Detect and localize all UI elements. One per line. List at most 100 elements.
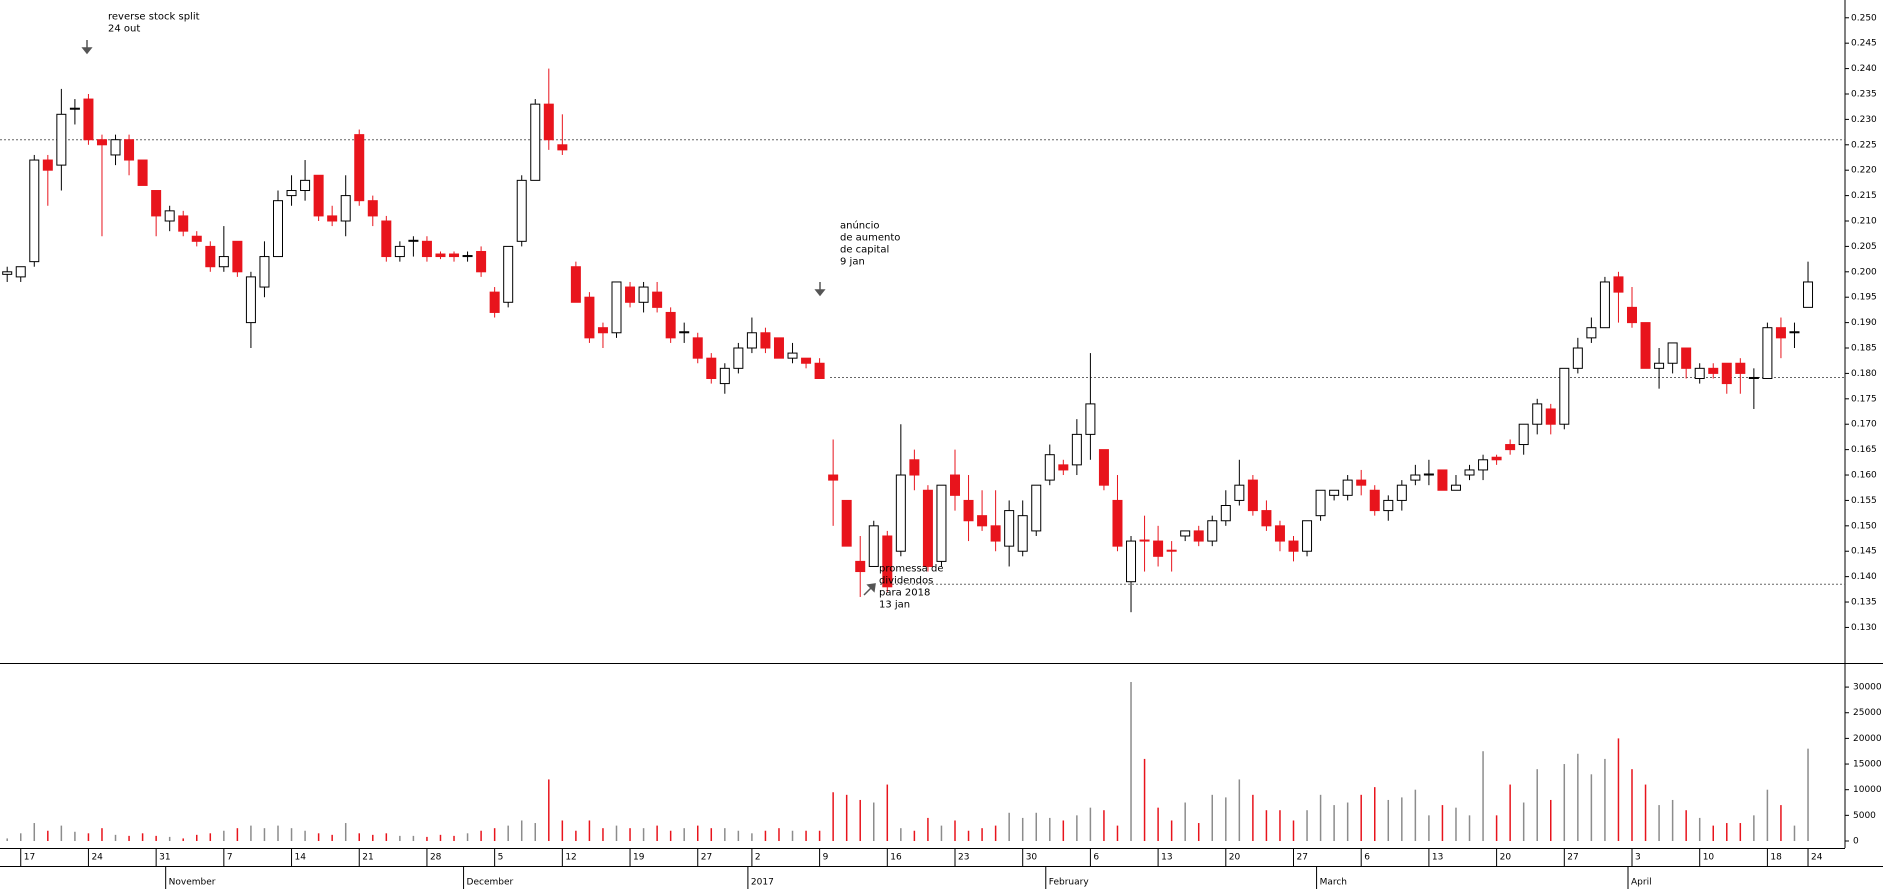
- candle-body: [733, 347, 744, 369]
- candle-body: [638, 286, 649, 303]
- y-tick-label: 0.215: [1851, 191, 1877, 201]
- candle-body: [1599, 281, 1610, 329]
- y-tick-label: 0.150: [1851, 521, 1877, 531]
- y-tick-label: 0.225: [1851, 140, 1877, 150]
- y-tick-label: 0.165: [1851, 445, 1877, 455]
- candle-body: [719, 367, 730, 385]
- candle-body: [1518, 423, 1529, 446]
- arrow-head: [81, 47, 93, 55]
- candle-body: [1031, 484, 1042, 532]
- candle-body: [15, 266, 26, 278]
- candle-body: [1315, 489, 1326, 517]
- month-label: November: [169, 878, 216, 888]
- annotation-arrows: [81, 40, 876, 596]
- y-tick-label: 0.155: [1851, 496, 1877, 506]
- candle-body: [313, 174, 324, 217]
- candle-body: [1220, 505, 1231, 522]
- x-tick-label: 3: [1635, 853, 1641, 863]
- candle-body: [1721, 362, 1732, 385]
- annotation: 24 out: [108, 23, 140, 34]
- y-tick-label: 0.210: [1851, 217, 1877, 227]
- candle-body: [855, 560, 866, 573]
- x-tick-label: 9: [823, 853, 829, 863]
- x-tick-label: 23: [958, 853, 969, 863]
- candle-body: [570, 266, 581, 303]
- x-tick-label: 14: [295, 853, 307, 863]
- x-tick-label: 13: [1432, 853, 1443, 863]
- month-label: March: [1320, 878, 1347, 888]
- candle-body: [1207, 520, 1218, 542]
- annotation: promessa de: [879, 563, 943, 574]
- candle-body: [394, 245, 405, 258]
- candle-body: [503, 245, 514, 303]
- candle-body: [205, 245, 216, 268]
- candle-body: [909, 459, 920, 476]
- candle-body: [543, 103, 554, 141]
- annotation: anúncio: [840, 219, 880, 231]
- candle-body: [2, 271, 13, 275]
- candle-body: [245, 276, 256, 324]
- y-tick-label: 0.250: [1851, 13, 1877, 23]
- candle-body: [1545, 408, 1556, 425]
- candle-body: [286, 190, 297, 197]
- candle-body: [381, 220, 392, 258]
- candle-body: [273, 200, 283, 258]
- candle-body: [1640, 322, 1651, 369]
- candle-body: [1329, 489, 1340, 496]
- y-tick-label: 0.245: [1851, 39, 1877, 49]
- candle-body: [178, 215, 189, 232]
- candle-body: [746, 332, 757, 349]
- arrow-head: [866, 583, 876, 593]
- candle-body: [611, 281, 622, 334]
- x-tick-label: 12: [565, 853, 576, 863]
- candle-body: [476, 250, 487, 273]
- candle-body: [665, 311, 676, 339]
- candle-body: [1505, 444, 1516, 451]
- y-tick-label: 0.140: [1851, 572, 1877, 582]
- x-tick-label: 27: [1567, 853, 1578, 863]
- candle-body: [489, 291, 500, 313]
- month-label: April: [1631, 878, 1652, 888]
- candle-body: [1681, 347, 1692, 369]
- candle-body: [1478, 459, 1489, 471]
- x-tick-label: 6: [1093, 853, 1099, 863]
- x-tick-label: 21: [362, 853, 373, 863]
- candle-body: [354, 134, 365, 202]
- candle-body: [1667, 342, 1678, 364]
- annotation: 9 jan: [840, 256, 865, 267]
- y-tick-label: 0.185: [1851, 344, 1877, 354]
- candle-body: [1410, 474, 1421, 481]
- candle-body: [1017, 515, 1028, 552]
- candle-body: [584, 296, 595, 339]
- month-label: December: [467, 878, 514, 888]
- candle-body: [191, 235, 202, 242]
- candle-body: [1288, 540, 1299, 552]
- y-tick-label: 0.145: [1851, 547, 1877, 557]
- candle-body: [96, 139, 107, 146]
- candle-body: [922, 489, 933, 567]
- x-tick-label: 27: [1297, 853, 1308, 863]
- candle-body: [1302, 520, 1313, 552]
- x-tick-label: 13: [1161, 853, 1172, 863]
- candle-body: [29, 159, 40, 263]
- volume-tick-label: 10000: [1853, 785, 1882, 795]
- candle-body: [1356, 479, 1367, 486]
- candle-body: [408, 239, 419, 242]
- x-tick-label: 7: [227, 853, 233, 863]
- volume-tick-label: 25000: [1853, 708, 1882, 718]
- candle-body: [1342, 479, 1353, 496]
- candle-body: [706, 357, 717, 379]
- candle-body: [1004, 510, 1015, 547]
- x-tick-label: 2: [755, 853, 761, 863]
- candle-body: [760, 332, 771, 349]
- x-tick-label: 27: [701, 853, 712, 863]
- candle-body: [1274, 525, 1285, 542]
- x-tick-label: 31: [159, 853, 170, 863]
- candle-body: [435, 253, 446, 258]
- x-tick-label: 10: [1703, 853, 1715, 863]
- candle-body: [1369, 489, 1380, 512]
- candle-body: [1789, 331, 1800, 334]
- annotation: de capital: [840, 244, 889, 255]
- candle-body: [56, 113, 67, 166]
